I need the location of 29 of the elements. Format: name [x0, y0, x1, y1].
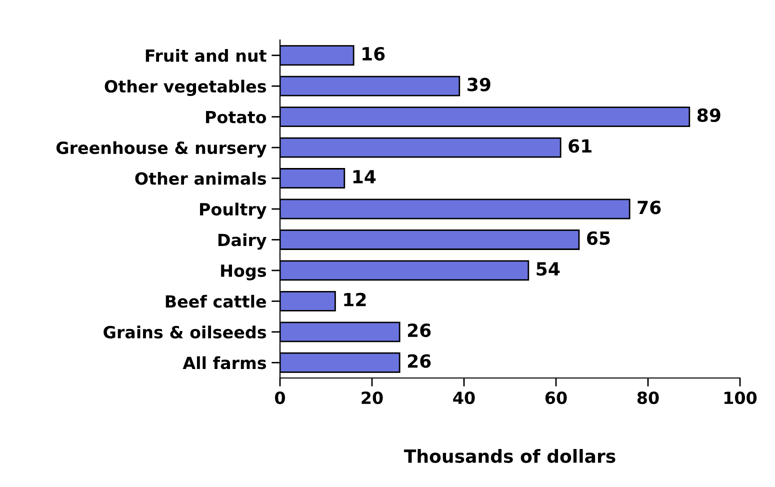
y-tick-label: Other animals: [135, 172, 266, 185]
x-tick-label: 80: [637, 391, 659, 404]
y-tick-label: Grains & oilseeds: [104, 326, 266, 338]
x-tick-label: 100: [724, 391, 757, 404]
data-label: 14: [353, 170, 376, 184]
data-label: 39: [468, 78, 490, 92]
data-label: 54: [536, 262, 560, 276]
data-label: 65: [587, 231, 610, 245]
x-tick-label: 20: [362, 391, 383, 404]
data-label: 12: [344, 292, 366, 306]
y-tick-label: Fruit and nut: [146, 49, 266, 62]
y-tick-label: Other vegetables: [104, 80, 266, 96]
x-tick-label: 60: [545, 391, 567, 404]
data-label: 26: [408, 354, 431, 368]
y-tick-label: Greenhouse & nursery: [56, 141, 267, 158]
y-tick-label: Dairy: [218, 233, 266, 250]
data-label: 61: [568, 139, 592, 153]
y-tick-label: Poultry: [200, 202, 267, 219]
x-axis-title: Thousands of dollars: [404, 448, 616, 463]
y-tick-label: Potato: [206, 111, 266, 124]
y-tick-label: All farms: [182, 356, 266, 370]
y-tick-label: Hogs: [221, 264, 266, 280]
data-label: 76: [638, 200, 661, 214]
x-tick-label: 40: [453, 391, 475, 404]
data-label: 16: [362, 46, 385, 61]
data-label: 26: [408, 323, 431, 338]
data-label: 89: [697, 108, 720, 122]
x-tick-label: 0: [275, 391, 285, 404]
y-tick-label: Beef cattle: [166, 294, 266, 308]
